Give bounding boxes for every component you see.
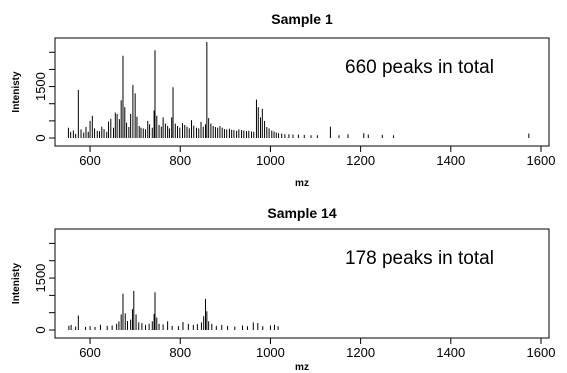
- chart-title: Sample 1: [271, 11, 333, 27]
- x-tick-label: 800: [169, 345, 191, 360]
- x-tick-label: 800: [169, 153, 191, 168]
- x-tick-label: 1600: [527, 153, 556, 168]
- x-tick-label: 1000: [256, 345, 285, 360]
- x-tick-label: 1000: [256, 153, 285, 168]
- x-axis-label: mz: [295, 362, 309, 373]
- x-tick-label: 600: [79, 345, 101, 360]
- x-axis-label: mz: [295, 178, 309, 189]
- x-tick-label: 1400: [436, 345, 465, 360]
- peak-count-annotation: 660 peaks in total: [345, 57, 494, 78]
- y-tick-label: 0: [33, 326, 48, 333]
- chart-panel-1: Sample 1 660 peaks in total 600 800 1000 1200…: [11, 11, 555, 189]
- x-tick-label: 1600: [527, 345, 556, 360]
- y-axis-label: Intenisty: [11, 71, 22, 113]
- chart-panel-2: Sample 14 178 peaks in total 600 800 1000 120…: [11, 205, 555, 373]
- chart-title: Sample 14: [267, 205, 336, 221]
- y-tick-label: 1500: [33, 264, 48, 293]
- peak-count-annotation: 178 peaks in total: [345, 248, 494, 269]
- y-tick-label: 1500: [33, 72, 48, 101]
- x-tick-label: 1200: [346, 153, 375, 168]
- x-tick-label: 600: [79, 153, 101, 168]
- x-tick-label: 1200: [346, 345, 375, 360]
- plot-frame: [54, 228, 550, 339]
- y-tick-label: 0: [33, 134, 48, 141]
- plot-frame: [54, 37, 550, 147]
- x-tick-label: 1400: [436, 153, 465, 168]
- y-axis-label: Intenisty: [11, 263, 22, 305]
